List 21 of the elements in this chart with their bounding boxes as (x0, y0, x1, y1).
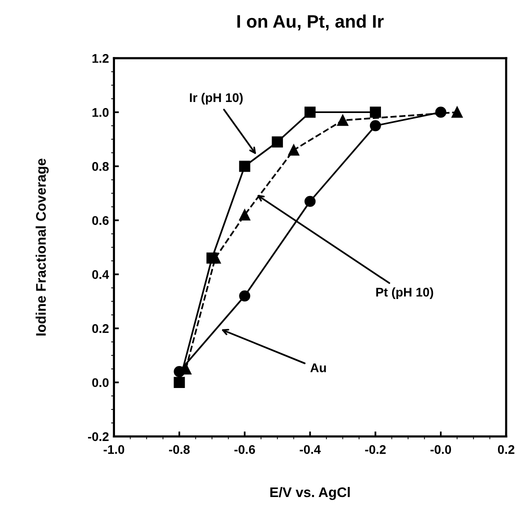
y-tick-label: 0.4 (92, 270, 110, 279)
x-tick-label: -0.4 (300, 445, 321, 454)
x-tick-label: -0.0 (430, 445, 452, 454)
annotation: Au (310, 364, 326, 372)
annotation: Pt (pH 10) (376, 287, 434, 300)
y-tick-label: 0.0 (92, 378, 109, 388)
x-tick-label: -0.2 (365, 445, 386, 454)
x-tick-label: -0.6 (234, 445, 255, 454)
y-tick-label: 0.2 (92, 324, 109, 334)
x-tick-label: -0.8 (169, 445, 190, 454)
x-tick-label: -1.0 (104, 445, 124, 454)
x-tick-label: 0.2 (498, 445, 514, 454)
annotation: Ir (pH 10) (190, 92, 243, 105)
y-tick-label: 0.6 (92, 216, 109, 225)
y-tick-label: 1.2 (92, 54, 109, 63)
chart-title: I on Au, Pt, and Ir (237, 14, 384, 30)
y-tick-label: 1.0 (92, 108, 109, 117)
x-axis-title: E/V vs. AgCl (270, 486, 350, 500)
y-axis-title: Iodine Fractional Coverage (36, 158, 49, 336)
y-tick-label: 0.8 (92, 162, 109, 171)
y-tick-label: -0.2 (88, 432, 109, 442)
